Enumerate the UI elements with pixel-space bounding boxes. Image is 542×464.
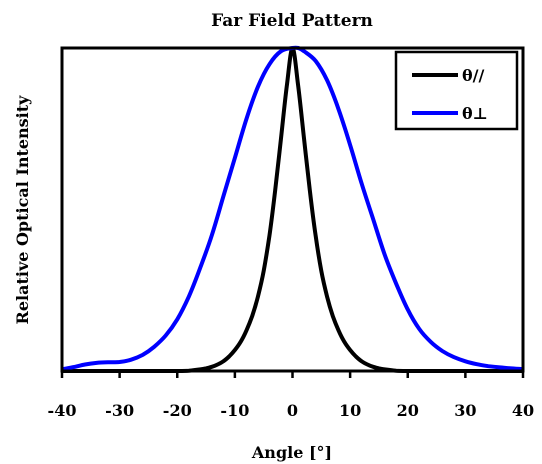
y-axis-label: Relative Optical Intensity bbox=[13, 95, 32, 325]
x-tick-label: -10 bbox=[220, 401, 249, 420]
x-tick-label: 30 bbox=[454, 401, 476, 420]
legend: θ// θ⊥ bbox=[394, 50, 519, 131]
legend-label-theta-parallel: θ// bbox=[462, 66, 485, 85]
x-tick-label: -30 bbox=[105, 401, 134, 420]
chart-title: Far Field Pattern bbox=[211, 11, 373, 31]
x-tick-label: 20 bbox=[397, 401, 419, 420]
x-tick-label: -40 bbox=[48, 401, 77, 420]
legend-label-theta-perpendicular: θ⊥ bbox=[462, 104, 488, 123]
x-tick-label: 0 bbox=[287, 401, 298, 420]
x-tick-label: -20 bbox=[163, 401, 192, 420]
x-axis-ticks: -40 -30 -20 -10 0 10 20 30 40 bbox=[48, 371, 534, 420]
x-tick-label: 40 bbox=[512, 401, 534, 420]
x-tick-label: 10 bbox=[339, 401, 361, 420]
legend-box bbox=[394, 50, 519, 131]
x-axis-label: Angle [°] bbox=[251, 443, 332, 462]
